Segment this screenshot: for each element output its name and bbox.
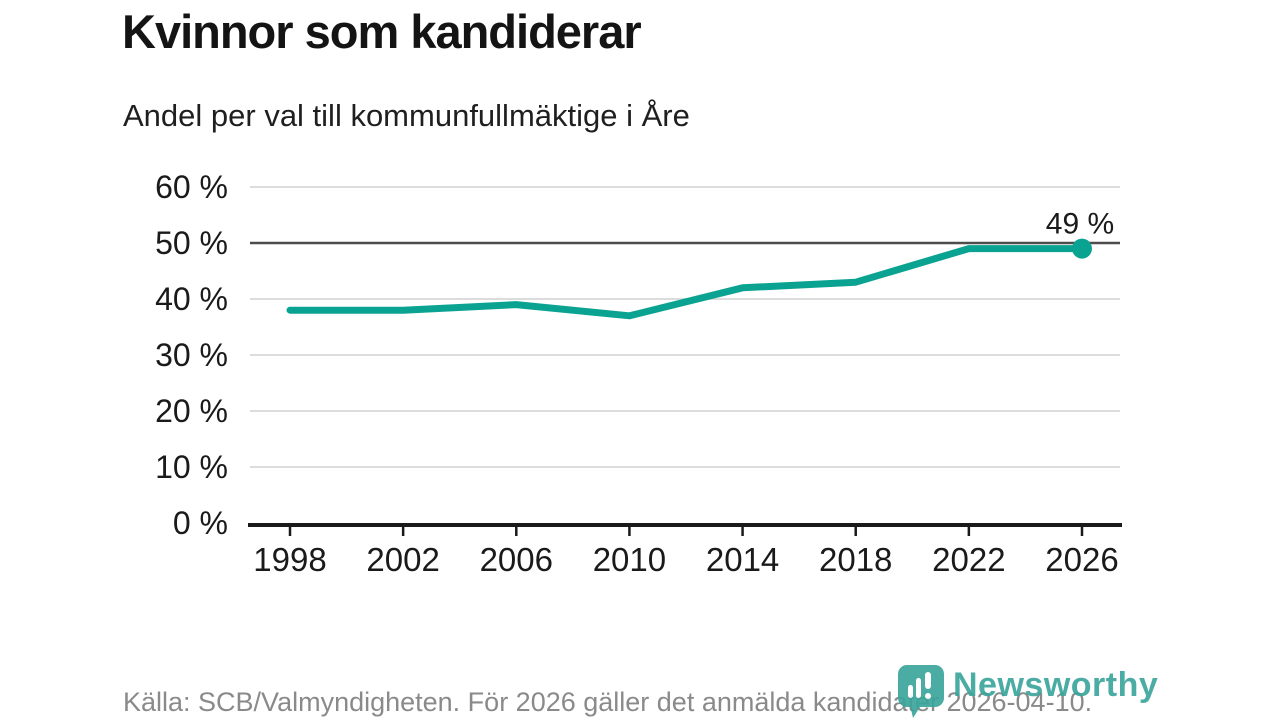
page-title: Kvinnor som kandiderar <box>122 5 642 58</box>
y-tick-label: 30 % <box>155 337 228 373</box>
x-tick-label: 2010 <box>593 541 666 578</box>
data-point-dot <box>1072 238 1092 259</box>
end-value-annotation: 49 % <box>1046 208 1114 241</box>
x-tick-label: 2006 <box>480 541 553 578</box>
x-tick-label: 2022 <box>932 541 1005 578</box>
newsworthy-logo[interactable]: Newsworthy <box>897 664 1158 718</box>
x-tick-label: 2026 <box>1045 541 1118 578</box>
newsworthy-logo-text: Newsworthy <box>953 665 1159 704</box>
y-tick-label: 50 % <box>155 225 228 261</box>
x-tick-label: 2002 <box>366 541 439 578</box>
data-line <box>286 245 1086 320</box>
x-tick-label: 1998 <box>253 541 326 578</box>
y-tick-label: 60 % <box>155 169 228 205</box>
exclamation-dot-icon <box>925 693 931 699</box>
y-tick-label: 10 % <box>155 449 228 485</box>
bar-icon-small <box>908 685 913 698</box>
bar-icon-tall <box>916 678 921 698</box>
newsworthy-speech-bubble-chart-icon <box>898 665 944 718</box>
x-tick-label: 2018 <box>819 541 892 578</box>
exclamation-bar-icon <box>925 672 931 689</box>
x-tick-label: 2014 <box>706 541 779 578</box>
page-subtitle: Andel per val till kommunfullmäktige i Å… <box>123 98 690 133</box>
y-tick-label: 20 % <box>155 393 228 429</box>
y-tick-label: 40 % <box>155 281 228 317</box>
y-tick-label: 0 % <box>173 505 228 541</box>
